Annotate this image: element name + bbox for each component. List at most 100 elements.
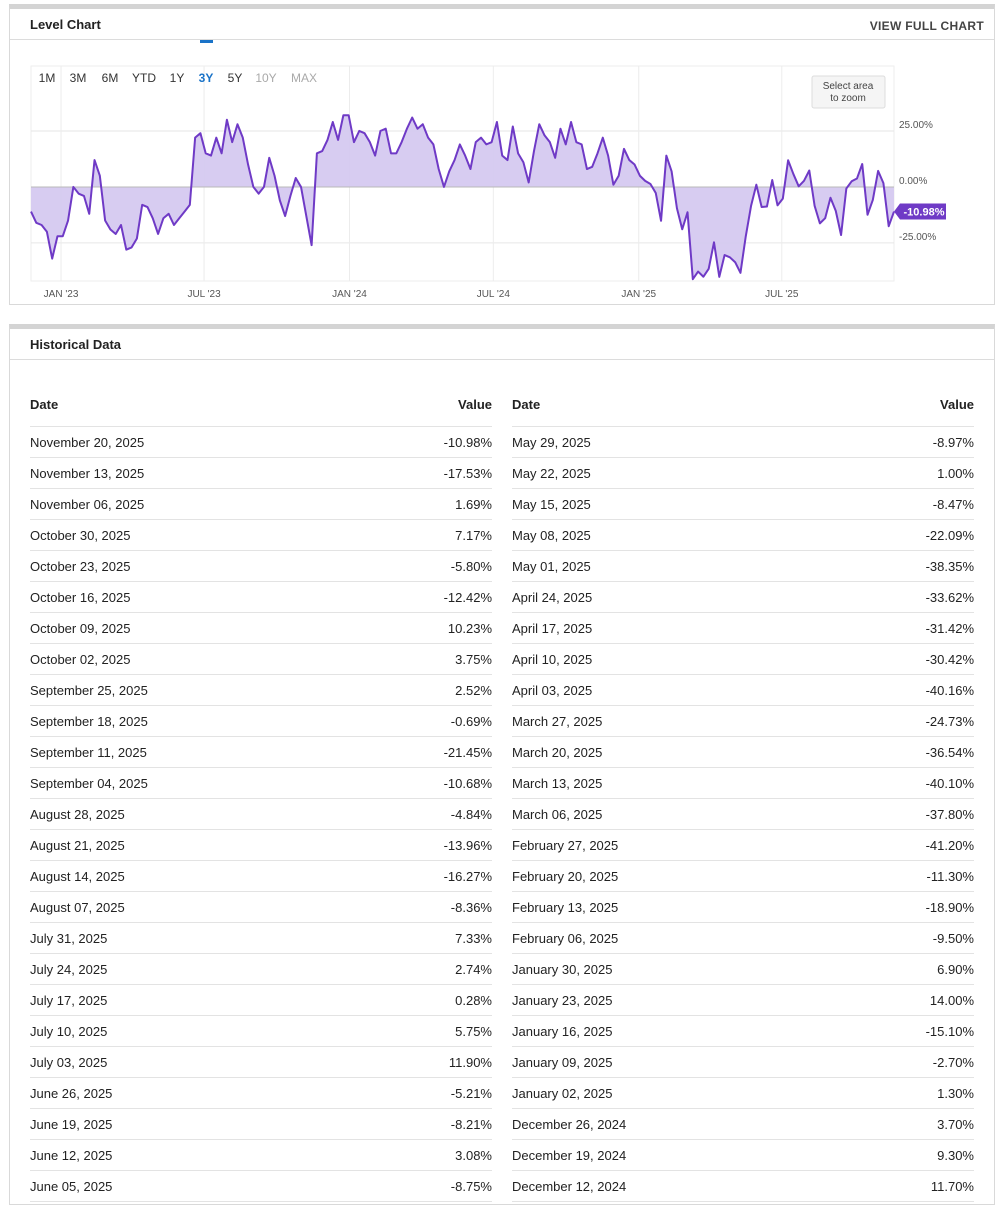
row-value: -16.27% — [443, 869, 492, 884]
table-header-row: Date Value — [30, 391, 492, 427]
row-date: October 30, 2025 — [30, 528, 131, 543]
zoom-hint-box — [811, 75, 886, 109]
table-row: November 20, 2025 -10.98% — [30, 427, 492, 458]
row-value: 7.33% — [455, 931, 492, 946]
historical-table-left: Date Value November 20, 2025 -10.98% Novembe… — [30, 391, 492, 1202]
row-value: -18.90% — [925, 900, 974, 915]
row-date: September 25, 2025 — [30, 683, 148, 698]
table-row: October 09, 2025 10.23% — [30, 613, 492, 644]
table-row: April 17, 2025 -31.42% — [512, 613, 974, 644]
row-date: February 06, 2025 — [512, 931, 619, 946]
row-value: -8.21% — [450, 1117, 492, 1132]
row-date: August 28, 2025 — [30, 807, 125, 822]
range-button-ytd[interactable]: YTD — [132, 71, 156, 85]
row-value: 5.75% — [455, 1024, 492, 1039]
row-date: July 17, 2025 — [30, 993, 108, 1008]
row-date: October 09, 2025 — [30, 621, 131, 636]
row-date: April 10, 2025 — [512, 652, 593, 667]
row-date: September 04, 2025 — [30, 776, 148, 791]
row-date: January 02, 2025 — [512, 1086, 613, 1101]
row-value: -5.80% — [450, 559, 492, 574]
table-row: January 02, 2025 1.30% — [512, 1078, 974, 1109]
table-row: June 05, 2025 -8.75% — [30, 1171, 492, 1202]
table-row: March 06, 2025 -37.80% — [512, 799, 974, 830]
row-date: March 20, 2025 — [512, 745, 603, 760]
range-button-5y[interactable]: 5Y — [228, 71, 243, 85]
table-row: September 18, 2025 -0.69% — [30, 706, 492, 737]
row-date: January 23, 2025 — [512, 993, 613, 1008]
x-tick-label: JUL '23 — [187, 289, 221, 300]
row-date: October 16, 2025 — [30, 590, 131, 605]
row-date: June 05, 2025 — [30, 1179, 113, 1194]
table-row: March 20, 2025 -36.54% — [512, 737, 974, 768]
range-button-max: MAX — [291, 71, 317, 85]
table-row: December 19, 2024 9.30% — [512, 1140, 974, 1171]
row-value: -11.30% — [926, 869, 974, 884]
row-value: -4.84% — [450, 807, 492, 822]
level-chart-panel: Level Chart VIEW FULL CHART 25.00% 0.00% -… — [9, 4, 995, 305]
table-row: December 26, 2024 3.70% — [512, 1109, 974, 1140]
table-row: May 08, 2025 -22.09% — [512, 520, 974, 551]
row-value: 2.52% — [455, 683, 492, 698]
row-value: -40.10% — [925, 776, 974, 791]
zoom-hint-text: Select area — [823, 81, 874, 92]
row-value: -10.98% — [443, 435, 492, 450]
table-row: April 03, 2025 -40.16% — [512, 675, 974, 706]
row-value: -2.70% — [932, 1055, 974, 1070]
row-date: May 22, 2025 — [512, 466, 591, 481]
table-row: June 26, 2025 -5.21% — [30, 1078, 492, 1109]
table-row: October 30, 2025 7.17% — [30, 520, 492, 551]
table-row: March 27, 2025 -24.73% — [512, 706, 974, 737]
table-row: February 06, 2025 -9.50% — [512, 923, 974, 954]
row-date: July 10, 2025 — [30, 1024, 108, 1039]
row-date: November 20, 2025 — [30, 435, 145, 450]
table-row: July 17, 2025 0.28% — [30, 985, 492, 1016]
table-row: July 24, 2025 2.74% — [30, 954, 492, 985]
view-full-chart-link[interactable]: VIEW FULL CHART — [869, 19, 984, 33]
row-value: 11.70% — [930, 1179, 974, 1194]
row-value: 10.23% — [447, 621, 492, 636]
row-date: December 26, 2024 — [512, 1117, 627, 1132]
range-button-1m[interactable]: 1M — [39, 71, 56, 85]
row-value: -36.54% — [925, 745, 974, 760]
table-row: January 30, 2025 6.90% — [512, 954, 974, 985]
x-tick-label: JUL '24 — [477, 289, 511, 300]
row-date: September 18, 2025 — [30, 714, 148, 729]
row-value: 1.00% — [937, 466, 974, 481]
row-value: 3.70% — [937, 1117, 974, 1132]
table-row: June 19, 2025 -8.21% — [30, 1109, 492, 1140]
level-chart-header: Level Chart VIEW FULL CHART — [10, 9, 994, 40]
row-date: February 20, 2025 — [512, 869, 619, 884]
range-button-3y[interactable]: 3Y — [199, 71, 214, 85]
active-range-indicator — [200, 40, 213, 43]
row-date: July 31, 2025 — [30, 931, 108, 946]
row-value: 3.08% — [455, 1148, 492, 1163]
range-button-3m[interactable]: 3M — [70, 71, 87, 85]
date-column-header: Date — [30, 397, 59, 412]
row-value: 1.69% — [455, 497, 492, 512]
last-value-badge — [894, 203, 946, 220]
row-date: May 29, 2025 — [512, 435, 591, 450]
row-date: December 19, 2024 — [512, 1148, 627, 1163]
row-date: March 27, 2025 — [512, 714, 603, 729]
table-row: May 15, 2025 -8.47% — [512, 489, 974, 520]
row-date: March 13, 2025 — [512, 776, 603, 791]
row-date: January 30, 2025 — [512, 962, 613, 977]
range-button-6m[interactable]: 6M — [102, 71, 119, 85]
row-date: August 21, 2025 — [30, 838, 125, 853]
table-row: August 28, 2025 -4.84% — [30, 799, 492, 830]
table-row: August 14, 2025 -16.27% — [30, 861, 492, 892]
table-row: July 31, 2025 7.33% — [30, 923, 492, 954]
historical-data-header: Historical Data — [10, 329, 994, 360]
table-row: February 20, 2025 -11.30% — [512, 861, 974, 892]
y-tick-label: 25.00% — [899, 120, 933, 131]
table-row: February 13, 2025 -18.90% — [512, 892, 974, 923]
table-row: May 22, 2025 1.00% — [512, 458, 974, 489]
table-row: October 16, 2025 -12.42% — [30, 582, 492, 613]
row-date: March 06, 2025 — [512, 807, 603, 822]
row-date: February 27, 2025 — [512, 838, 619, 853]
row-value: -41.20% — [925, 838, 974, 853]
level-chart[interactable]: 25.00% 0.00% -25.00% JAN '23 JUL '23 JAN '24 J… — [10, 40, 994, 305]
range-button-1y[interactable]: 1Y — [170, 71, 185, 85]
row-value: 6.90% — [937, 962, 974, 977]
